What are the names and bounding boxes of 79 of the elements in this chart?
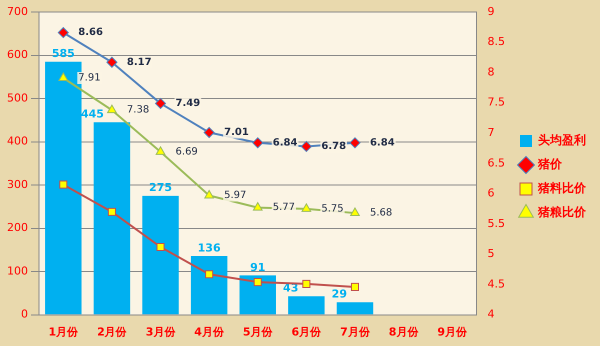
point: [107, 104, 117, 114]
point: [350, 208, 360, 216]
data-label: 6.84: [370, 137, 395, 148]
y-tick-label: 200: [6, 221, 28, 234]
y-tick-label: 300: [6, 178, 28, 191]
point: [350, 282, 360, 291]
data-label: 7.91: [78, 72, 101, 84]
point: [156, 146, 166, 155]
legend-label: 猪料比价: [537, 181, 587, 196]
data-label: 445: [80, 108, 104, 121]
point: [59, 180, 68, 189]
y-tick-label: 100: [6, 264, 28, 278]
point: [300, 140, 312, 152]
data-label: 8.17: [126, 56, 152, 68]
bar: [336, 302, 374, 314]
point: [252, 137, 264, 148]
point: [204, 190, 214, 198]
data-label: 585: [52, 47, 75, 60]
y2-tick-label: 8.5: [488, 35, 506, 48]
y-tick-label: 0: [20, 308, 28, 321]
point: [58, 72, 68, 82]
y2-tick-label: 9: [488, 4, 495, 18]
data-label: 6.84: [272, 137, 298, 148]
y2-tick-label: 6: [488, 186, 495, 200]
point: [106, 56, 118, 68]
point: [252, 202, 263, 211]
x-tick-label: 5月份: [242, 325, 274, 338]
point: [254, 278, 262, 286]
x-tick-label: 7月份: [340, 325, 371, 338]
y2-tick-label: 4.5: [488, 277, 506, 290]
point: [58, 27, 69, 38]
bar: [240, 275, 276, 314]
y2-tick-label: 6.5: [488, 156, 506, 170]
data-label: 7.01: [224, 127, 249, 138]
x-tick-label: 2月份: [97, 325, 128, 338]
x-tick-label: 6月份: [292, 325, 322, 338]
data-label: 5.97: [224, 190, 246, 202]
data-label: 5.68: [370, 208, 392, 219]
point: [156, 242, 165, 252]
x-tick-label: 3月份: [146, 325, 176, 338]
x-tick-label: 1月份: [48, 325, 80, 338]
point: [205, 270, 214, 278]
data-label: 91: [250, 260, 266, 274]
legend-label: 猪价: [537, 157, 563, 172]
data-label: 7.49: [176, 98, 200, 110]
x-tick-label: 4月份: [194, 325, 225, 338]
y2-tick-label: 5.5: [488, 216, 506, 230]
bar: [190, 256, 228, 314]
data-label: 7.38: [126, 104, 150, 116]
data-label: 29: [332, 288, 347, 301]
point: [349, 137, 360, 148]
data-label: 5.75: [321, 203, 344, 214]
point: [302, 280, 310, 288]
point: [108, 208, 116, 216]
y2-tick-label: 7: [488, 126, 495, 139]
bar: [142, 196, 179, 314]
legend-label: 头均盈利: [538, 133, 586, 148]
bar: [94, 122, 130, 314]
data-label: 275: [149, 181, 172, 194]
y2-tick-label: 8: [488, 65, 495, 78]
x-tick-label: 8月份: [388, 325, 420, 338]
data-label: 5.77: [272, 202, 296, 214]
data-label: 136: [198, 241, 221, 254]
y-tick-label: 600: [6, 48, 28, 62]
point: [302, 203, 312, 212]
y-tick-label: 500: [6, 91, 28, 104]
data-label: 6.69: [176, 146, 198, 158]
y2-tick-label: 5: [488, 247, 495, 260]
y-tick-label: 400: [6, 134, 28, 148]
y-tick-label: 700: [6, 4, 28, 18]
legend-label: 猪粮比价: [537, 205, 587, 220]
bar: [288, 296, 325, 314]
data-label: 6.78: [321, 141, 346, 152]
y2-tick-label: 4: [488, 308, 495, 321]
data-label: 8.66: [78, 27, 104, 38]
y2-tick-label: 7.5: [488, 96, 506, 109]
point: [155, 98, 166, 109]
point: [204, 127, 215, 138]
x-tick-label: 9月份: [437, 325, 468, 338]
